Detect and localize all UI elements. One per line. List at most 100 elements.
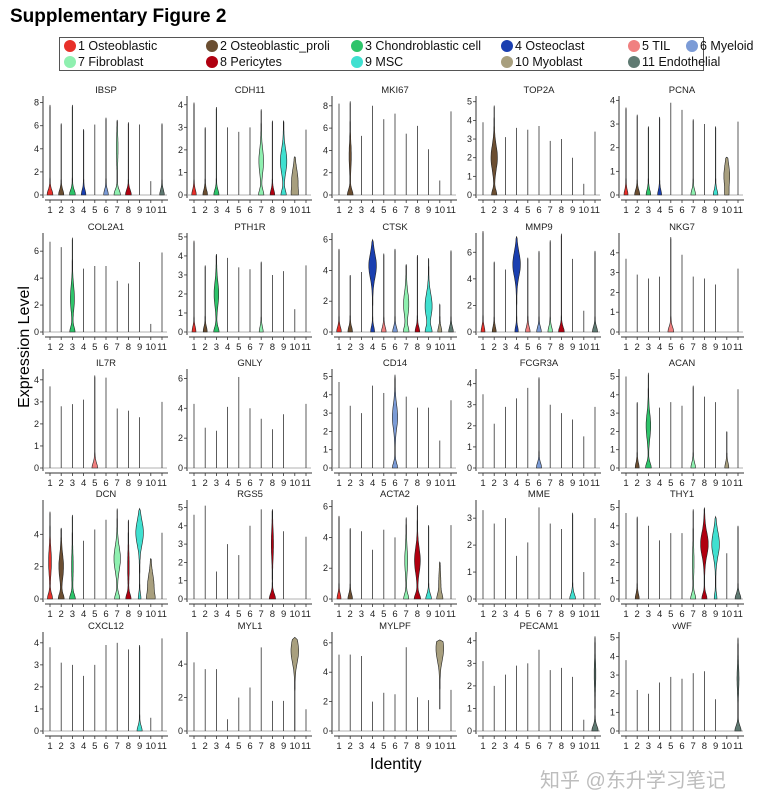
y-tick-label: 4 <box>610 521 615 531</box>
x-tick-label: 5 <box>92 205 97 216</box>
x-tick-label: 2 <box>492 342 497 353</box>
y-tick-label: 2 <box>610 557 615 567</box>
violin-cluster-3 <box>69 514 76 600</box>
violin-cluster-4 <box>657 116 662 196</box>
y-tick-label: 3 <box>610 268 615 278</box>
legend-swatch <box>351 56 363 68</box>
y-tick-label: 4 <box>34 638 39 648</box>
x-tick-label: 6 <box>103 205 108 216</box>
x-tick-label: 10 <box>579 478 590 489</box>
x-tick-label: 8 <box>270 609 275 620</box>
x-tick-label: 11 <box>446 342 456 353</box>
violin-cluster-10 <box>146 557 156 600</box>
x-tick-label: 3 <box>70 342 75 353</box>
x-tick-label: 10 <box>290 205 301 216</box>
x-tick-label: 11 <box>157 609 167 620</box>
panel-title: ACTA2 <box>380 489 410 500</box>
violin-cluster-2 <box>490 105 498 196</box>
violin-cluster-6 <box>103 117 109 196</box>
violin-cluster-9 <box>424 258 433 333</box>
y-tick-label: 3 <box>34 660 39 670</box>
y-tick-label: 3 <box>178 270 183 280</box>
violin-cluster-2 <box>202 127 208 196</box>
x-tick-label: 6 <box>247 609 252 620</box>
x-tick-label: 2 <box>59 205 64 216</box>
violin-cluster-10 <box>290 156 299 196</box>
x-tick-label: 11 <box>733 205 743 216</box>
y-tick-label: 6 <box>323 235 328 245</box>
x-tick-label: 7 <box>548 342 553 353</box>
x-tick-label: 9 <box>137 478 142 489</box>
panel-title: IL7R <box>96 358 116 369</box>
legend-item: 9 MSC <box>351 55 403 69</box>
legend: 1 Osteoblastic 2 Osteoblastic_proli 3 Chon… <box>59 37 754 71</box>
x-tick-label: 8 <box>415 741 420 752</box>
x-tick-label: 3 <box>359 609 364 620</box>
violin-cluster-10 <box>723 156 731 196</box>
x-tick-label: 8 <box>415 478 420 489</box>
x-tick-label: 5 <box>236 478 241 489</box>
x-tick-label: 7 <box>548 609 553 620</box>
x-tick-label: 2 <box>59 478 64 489</box>
x-tick-label: 1 <box>480 741 485 752</box>
y-tick-label: 4 <box>323 667 328 677</box>
y-tick-label: 0 <box>323 190 328 200</box>
x-tick-label: 2 <box>492 609 497 620</box>
violin-cluster-1 <box>480 230 486 333</box>
x-tick-label: 9 <box>570 205 575 216</box>
violin-cluster-9 <box>425 525 432 600</box>
x-tick-label: 4 <box>657 478 662 489</box>
violin-cluster-11 <box>734 637 742 732</box>
legend-swatch <box>351 40 363 52</box>
x-tick-label: 7 <box>259 741 264 752</box>
legend-swatch <box>501 56 513 68</box>
y-tick-label: 0 <box>34 327 39 337</box>
x-tick-label: 4 <box>81 342 86 353</box>
x-tick-label: 6 <box>392 205 397 216</box>
legend-label: 3 Chondroblastic cell <box>365 39 482 53</box>
y-tick-label: 2 <box>178 557 183 567</box>
violin-cluster-9 <box>136 644 143 732</box>
violin-cluster-6 <box>536 250 542 333</box>
y-tick-label: 4 <box>610 248 615 258</box>
panel-title: MYLPF <box>379 621 411 632</box>
x-tick-label: 9 <box>426 205 431 216</box>
x-tick-label: 10 <box>722 741 733 752</box>
violin-cluster-1 <box>47 511 53 600</box>
y-tick-label: 6 <box>467 247 472 257</box>
x-tick-label: 11 <box>590 609 600 620</box>
x-tick-label: 10 <box>722 205 733 216</box>
y-tick-label: 2 <box>178 289 183 299</box>
legend-item: 10 Myoblast <box>501 55 582 69</box>
x-tick-label: 8 <box>702 342 707 353</box>
x-tick-label: 4 <box>657 205 662 216</box>
x-tick-label: 11 <box>733 478 743 489</box>
y-tick-label: 1 <box>467 567 472 577</box>
legend-item: 11 Endothelial <box>628 55 720 69</box>
violin-cluster-4 <box>512 236 521 333</box>
x-tick-label: 11 <box>301 609 311 620</box>
y-tick-label: 0 <box>178 726 183 736</box>
y-tick-label: 5 <box>323 371 328 381</box>
violin-cluster-2 <box>346 101 354 196</box>
legend-label: 7 Fibroblast <box>78 55 144 69</box>
violin-cluster-10 <box>435 639 444 710</box>
y-tick-label: 4 <box>467 115 472 125</box>
x-tick-label: 1 <box>336 478 341 489</box>
x-tick-label: 8 <box>270 741 275 752</box>
x-tick-label: 5 <box>236 205 241 216</box>
x-tick-label: 3 <box>503 741 508 752</box>
x-tick-label: 8 <box>126 205 131 216</box>
y-tick-label: 0 <box>610 327 615 337</box>
y-tick-label: 0 <box>610 594 615 604</box>
x-tick-label: 8 <box>270 478 275 489</box>
violin-cluster-7 <box>690 509 697 600</box>
x-tick-label: 8 <box>559 342 564 353</box>
y-tick-label: 2 <box>323 563 328 573</box>
